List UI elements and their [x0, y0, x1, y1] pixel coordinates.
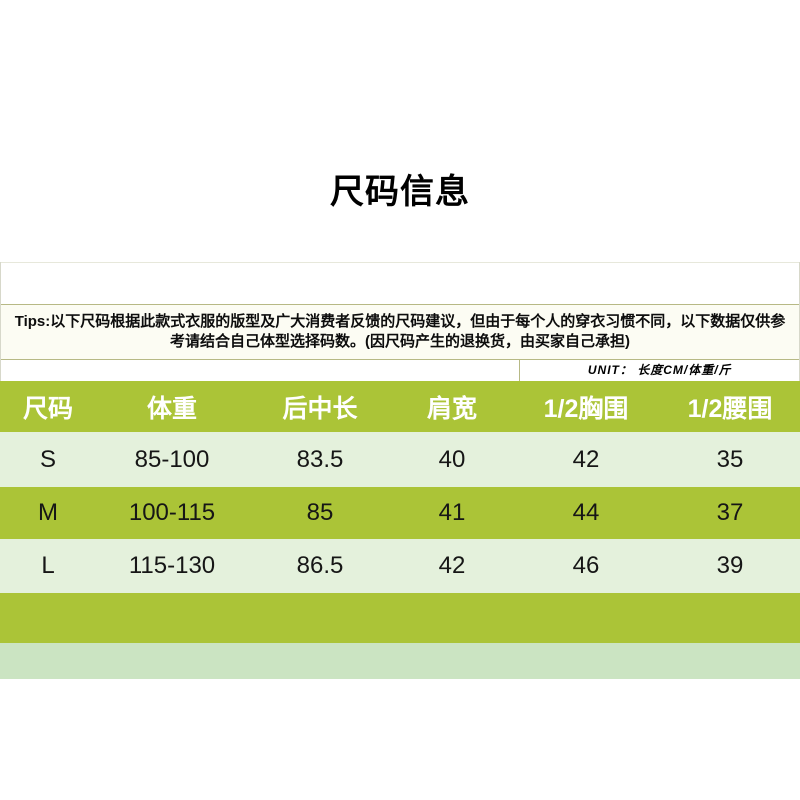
cell-half-waist: 37 — [716, 499, 744, 526]
col-header-back-length: 后中长 — [282, 394, 358, 423]
cell-shoulder: 40 — [438, 445, 466, 473]
col-header-weight: 体重 — [146, 394, 197, 423]
cell-half-waist: 35 — [716, 445, 744, 473]
cell-half-waist: 39 — [716, 552, 744, 579]
cell-shoulder: 41 — [438, 499, 466, 526]
col-header-size: 尺码 — [22, 394, 73, 423]
cell-half-bust: 46 — [572, 552, 600, 579]
table-row-l: L 115-130 86.5 42 46 39 — [0, 539, 800, 593]
cell-back-length: 86.5 — [296, 552, 344, 579]
info-section: Tips:以下尺码根据此款式衣服的版型及广大消费者反馈的尺码建议，但由于每个人的… — [0, 262, 800, 381]
col-header-half-bust: 1/2胸围 — [543, 394, 629, 423]
cell-size: M — [38, 499, 58, 526]
cell-back-length: 83.5 — [296, 445, 344, 473]
cell-half-bust: 44 — [572, 499, 600, 526]
page-title: 尺码信息 — [330, 173, 470, 211]
cell-weight: 100-115 — [128, 499, 216, 526]
cell-half-bust: 42 — [572, 445, 600, 473]
cell-weight: 85-100 — [134, 445, 210, 473]
table-row-m: M 100-115 85 41 44 37 — [0, 487, 800, 539]
cell-weight: 115-130 — [128, 552, 216, 579]
table-row-s: S 85-100 83.5 40 42 35 — [0, 432, 800, 487]
cell-shoulder: 42 — [438, 552, 466, 579]
tips-note: Tips:以下尺码根据此款式衣服的版型及广大消费者反馈的尺码建议，但由于每个人的… — [1, 304, 799, 360]
cell-back-length: 85 — [306, 499, 334, 526]
decorative-green-band — [0, 593, 800, 643]
unit-row: UNIT： 长度CM/体重/斤 — [1, 360, 799, 381]
unit-empty-cell — [1, 360, 521, 381]
size-table: 尺码 体重 后中长 肩宽 1/2胸围 1/2腰围 S 85-100 83.5 4… — [0, 381, 800, 593]
empty-row — [1, 262, 799, 304]
decorative-sage-band — [0, 643, 800, 679]
col-header-half-waist: 1/2腰围 — [687, 394, 773, 423]
cell-size: L — [41, 552, 55, 579]
col-header-shoulder: 肩宽 — [426, 394, 477, 423]
cell-size: S — [39, 445, 56, 473]
table-header-row: 尺码 体重 后中长 肩宽 1/2胸围 1/2腰围 — [0, 381, 800, 432]
unit-label: UNIT： 长度CM/体重/斤 — [587, 363, 732, 377]
